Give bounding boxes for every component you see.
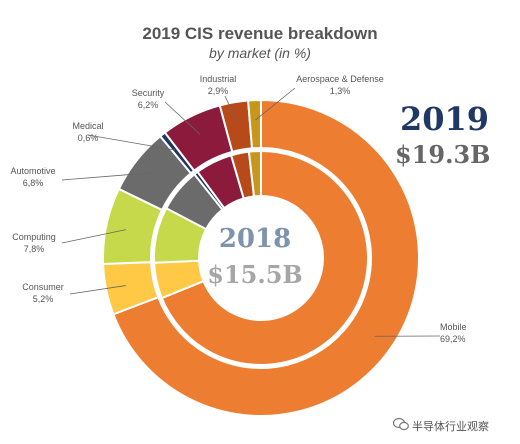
slice-label-aerospace-defense-value: 1,3%: [330, 86, 351, 96]
slice-label-consumer-name: Consumer: [22, 282, 64, 292]
chart-title: 2019 CIS revenue breakdown: [142, 24, 378, 43]
leader-line-computing: [61, 229, 127, 244]
slice-label-automotive-value: 6,8%: [23, 178, 44, 188]
chart-subtitle: by market (in %): [209, 45, 311, 61]
outer-slice-mobile: [112, 98, 420, 417]
slice-label-computing-name: Computing: [12, 232, 56, 242]
slice-label-computing-value: 7,8%: [24, 244, 45, 254]
outer-ring-year: 2019: [400, 100, 490, 138]
leader-lines-group: [61, 87, 441, 337]
inner-slice-aerospace-defense: [247, 149, 262, 198]
slice-label-industrial-value: 2,9%: [208, 86, 229, 96]
leader-line-aerospace-defense: [255, 87, 296, 121]
inner-slice-mobile: [160, 149, 369, 366]
slice-label-consumer-value: 5,2%: [33, 294, 54, 304]
leader-line-industrial: [224, 95, 238, 123]
inner-ring-year: 2018: [218, 224, 292, 254]
outer-slice-aerospace-defense: [247, 98, 262, 150]
slice-label-security-value: 6,2%: [138, 100, 159, 110]
inner-ring-total: $15.5B: [207, 260, 303, 289]
slice-label-aerospace-defense-name: Aerospace & Defense: [296, 74, 384, 84]
leader-line-automotive: [61, 172, 153, 181]
slice-label-medical-value: 0,6%: [78, 133, 99, 143]
leader-line-medical: [87, 134, 176, 151]
data-labels-group: Mobile 69,2% Consumer 5,2% Computing 7,8% Auto…: [10, 74, 466, 344]
outer-ring-total: $19.3B: [395, 140, 491, 169]
leader-line-security: [164, 101, 201, 135]
slice-label-industrial-name: Industrial: [200, 74, 237, 84]
leader-line-consumer: [69, 285, 126, 295]
slice-label-mobile-name: Mobile: [440, 322, 467, 332]
slice-label-medical-name: Medical: [72, 121, 103, 131]
wechat-icon: [393, 417, 409, 431]
rings-group: [102, 98, 420, 417]
slice-label-automotive-name: Automotive: [10, 166, 55, 176]
slice-label-mobile-value: 69,2%: [440, 334, 466, 344]
slice-label-security-name: Security: [132, 88, 165, 98]
watermark-text: 半导体行业观察: [412, 421, 489, 433]
